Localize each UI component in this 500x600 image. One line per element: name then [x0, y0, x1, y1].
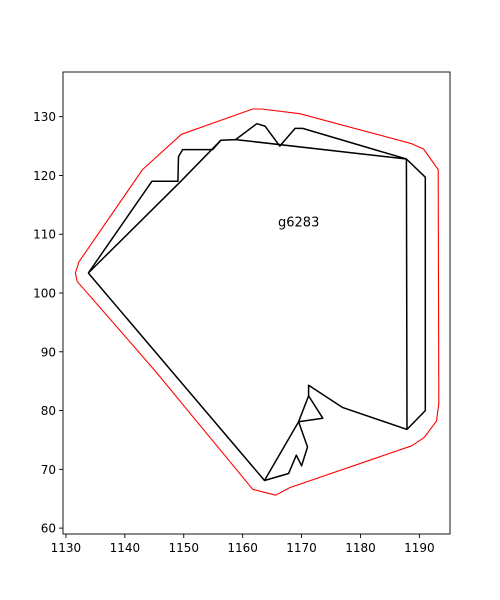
x-tick-label: 1160	[227, 541, 258, 555]
x-tick-label: 1180	[345, 541, 376, 555]
x-tick-label: 1150	[168, 541, 199, 555]
polygon-edge-4	[263, 395, 310, 481]
y-tick-label: 90	[41, 345, 56, 359]
x-tick-label: 1170	[286, 541, 317, 555]
shape-layer	[74, 108, 440, 496]
x-tick-label: 1190	[404, 541, 435, 555]
x-tick-label: 1130	[51, 541, 82, 555]
y-tick-label: 100	[33, 287, 56, 301]
polygon-edge-3	[235, 122, 408, 430]
y-tick-label: 60	[41, 522, 56, 536]
y-tick-label: 120	[33, 169, 56, 183]
axes-frame	[62, 71, 451, 535]
y-tick-label: 70	[41, 463, 56, 477]
axis-ticks: 1130 1140 1150 1160 1170 1180 1190 60 70 80 90 100 1…	[33, 110, 435, 555]
outline-boundary	[74, 108, 440, 496]
y-tick-label: 110	[33, 228, 56, 242]
shape-annotation: g6283	[278, 215, 319, 230]
y-tick-label: 80	[41, 404, 56, 418]
polygon-edge-2	[87, 139, 222, 274]
x-tick-label: 1140	[110, 541, 141, 555]
y-tick-label: 130	[33, 110, 56, 124]
